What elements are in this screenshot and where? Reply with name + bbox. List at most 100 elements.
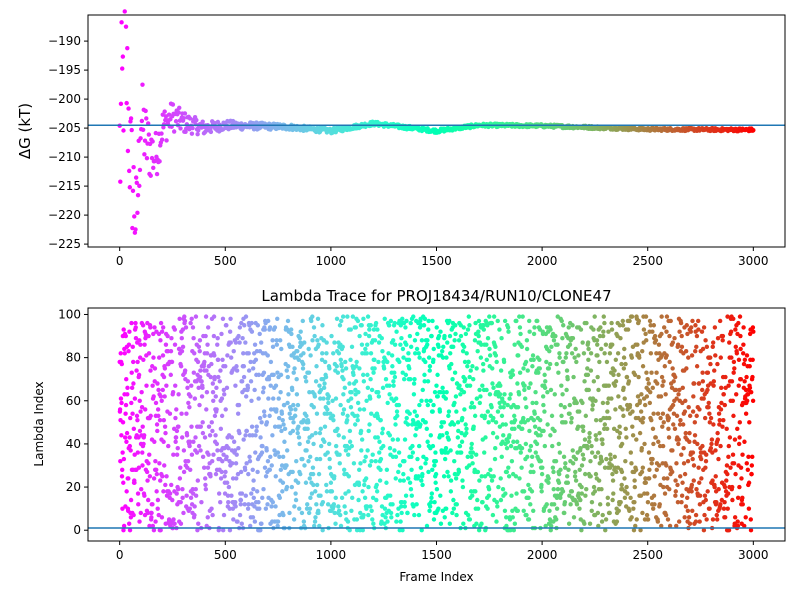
lambda-trace-point — [521, 366, 526, 371]
lambda-trace-point — [379, 336, 384, 341]
lambda-trace-point — [664, 314, 670, 319]
lambda-trace-point — [280, 480, 286, 485]
lambda-trace-point — [473, 320, 478, 326]
lambda-trace-point — [315, 338, 320, 343]
lambda-trace-point — [363, 476, 369, 481]
lambda-trace-point — [122, 435, 128, 440]
lambda-trace-point — [352, 422, 358, 427]
lambda-trace-point — [120, 450, 125, 455]
lambda-trace-point — [734, 351, 740, 356]
lambda-trace-point — [267, 325, 273, 330]
lambda-trace-point — [265, 318, 271, 324]
lambda-trace-point — [463, 422, 468, 427]
lambda-trace-point — [587, 430, 592, 436]
lambda-trace-point — [343, 510, 348, 516]
lambda-trace-point — [156, 355, 162, 360]
lambda-trace-point — [444, 355, 449, 360]
lambda-trace-point — [375, 435, 380, 440]
lambda-trace-point — [621, 366, 627, 371]
lambda-trace-point — [380, 430, 385, 436]
lambda-trace-point — [732, 437, 738, 442]
lambda-trace-point — [195, 528, 200, 533]
lambda-trace-point — [686, 355, 691, 360]
lambda-trace-point — [628, 450, 634, 455]
lambda-trace-point — [504, 469, 510, 475]
lambda-trace-point — [417, 402, 422, 408]
lambda-trace-point — [300, 366, 306, 371]
lambda-trace-point — [192, 512, 197, 518]
lambda-trace-point — [336, 504, 341, 509]
lambda-trace-point — [529, 489, 535, 494]
lambda-trace-point — [481, 368, 486, 373]
lambda-trace-point — [411, 504, 416, 509]
lambda-trace-point — [610, 478, 616, 483]
lambda-trace-x-tick-label: 2500 — [632, 548, 663, 562]
lambda-trace-point — [244, 428, 250, 434]
lambda-trace-point — [237, 430, 242, 436]
lambda-trace-point — [285, 400, 290, 406]
lambda-trace-point — [392, 448, 397, 453]
lambda-trace-point — [652, 474, 657, 479]
lambda-trace-point — [409, 493, 414, 498]
lambda-trace-point — [311, 482, 316, 488]
lambda-trace-point — [241, 364, 247, 369]
lambda-trace-point — [164, 474, 169, 479]
lambda-trace-point — [563, 420, 568, 425]
delta-g-point — [121, 128, 126, 133]
lambda-trace-point — [358, 510, 363, 516]
lambda-trace-point — [647, 318, 653, 324]
lambda-trace-point — [223, 364, 228, 369]
lambda-trace-point — [441, 389, 446, 395]
lambda-trace-point — [577, 467, 582, 473]
lambda-trace-point — [281, 422, 286, 427]
lambda-trace-point — [289, 331, 294, 337]
lambda-trace-point — [317, 383, 322, 388]
lambda-trace-point — [412, 338, 418, 343]
lambda-trace-point — [421, 323, 427, 328]
lambda-trace-point — [337, 323, 343, 328]
lambda-trace-point — [513, 474, 519, 479]
lambda-trace-point — [656, 342, 662, 347]
lambda-trace-point — [574, 359, 579, 365]
lambda-trace-point — [341, 435, 346, 440]
lambda-trace-point — [204, 351, 210, 356]
lambda-trace-point — [747, 364, 752, 369]
lambda-trace-point — [414, 502, 419, 507]
lambda-trace-point — [275, 519, 281, 524]
lambda-trace-point — [563, 355, 568, 360]
lambda-trace-point — [261, 487, 266, 492]
lambda-trace-point — [475, 497, 480, 503]
lambda-trace-point — [590, 407, 595, 412]
lambda-trace-point — [738, 376, 744, 382]
lambda-trace-point — [654, 370, 659, 375]
lambda-trace-point — [694, 487, 699, 492]
lambda-trace-point — [174, 452, 180, 457]
lambda-trace-point — [487, 353, 493, 358]
lambda-trace-point — [205, 325, 211, 330]
lambda-trace-point — [746, 480, 752, 485]
delta-g-point — [181, 115, 186, 121]
lambda-trace-point — [506, 474, 512, 479]
lambda-trace-point — [564, 387, 569, 393]
lambda-trace-y-tick-label: 80 — [66, 351, 81, 365]
lambda-trace-point — [694, 344, 699, 350]
lambda-trace-point — [311, 325, 317, 330]
delta-g-point — [126, 106, 131, 111]
lambda-trace-point — [498, 405, 503, 410]
lambda-trace-point — [500, 487, 506, 492]
lambda-trace-point — [693, 323, 698, 328]
lambda-trace-point — [258, 340, 264, 345]
lambda-trace-point — [203, 487, 209, 492]
lambda-trace-point — [710, 517, 716, 522]
lambda-trace-point — [682, 515, 687, 520]
lambda-trace-point — [259, 420, 264, 425]
lambda-trace-point — [350, 495, 355, 501]
lambda-trace-x-axis-label: Frame Index — [399, 570, 473, 584]
lambda-trace-point — [343, 359, 348, 365]
lambda-trace-point — [128, 415, 133, 421]
lambda-trace-point — [196, 521, 201, 526]
lambda-trace-point — [615, 465, 621, 470]
lambda-trace-point — [383, 376, 389, 382]
lambda-trace-point — [201, 465, 207, 470]
lambda-trace-point — [713, 448, 718, 453]
